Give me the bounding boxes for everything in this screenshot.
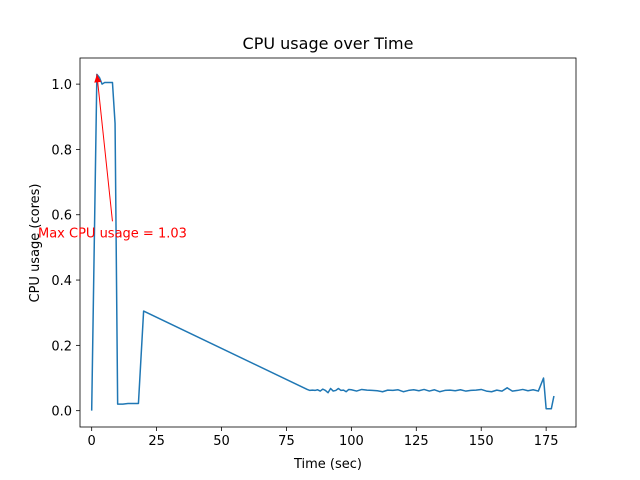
x-tick-label: 0 — [88, 434, 96, 449]
y-tick-label: 1.0 — [51, 78, 72, 93]
y-tick-label: 0.2 — [51, 339, 72, 354]
annotation-text: Max CPU usage = 1.03 — [38, 226, 187, 241]
plot-area: 0 25 50 75 100 125 150 175 0.0 0.2 0.4 0.6 0.8 1.0 Max… — [38, 57, 577, 449]
x-axis-label: Time (sec) — [293, 457, 362, 472]
y-tick-label: 0.0 — [51, 405, 72, 420]
y-tick-label: 0.6 — [51, 209, 72, 224]
y-tick-label: 0.8 — [51, 143, 72, 158]
x-tick-label: 175 — [534, 434, 559, 449]
x-tick-label: 150 — [469, 434, 494, 449]
chart-title: CPU usage over Time — [243, 34, 414, 53]
x-tick-label: 25 — [148, 434, 165, 449]
x-tick-label: 50 — [213, 434, 230, 449]
series-line-0 — [90, 73, 555, 411]
annotation-arrow-line — [96, 74, 113, 222]
annotation-arrow-head — [94, 74, 102, 83]
axes-frame — [79, 57, 577, 428]
y-tick-label: 0.4 — [51, 274, 72, 289]
y-axis-label: CPU usage (cores) — [28, 184, 43, 303]
x-tick-label: 75 — [278, 434, 295, 449]
x-tick-label: 100 — [339, 434, 364, 449]
x-tick-label: 125 — [404, 434, 429, 449]
